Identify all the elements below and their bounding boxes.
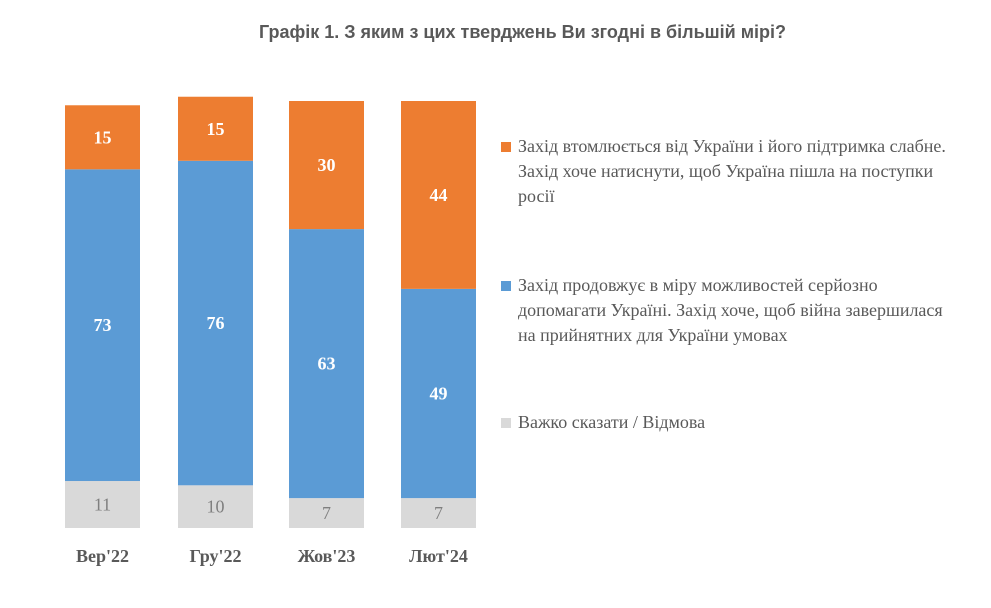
bar-segment [401,498,476,528]
bar-segment [65,105,140,170]
data-label: 73 [94,315,112,335]
bar-segment [401,288,476,499]
bar-segment [178,160,253,486]
data-label: 11 [94,495,111,515]
bar-segment [65,169,140,482]
data-label: 63 [318,354,336,374]
legend-item-dontknow: Важко сказати / Відмова [501,410,961,435]
bar-segment [65,481,140,528]
data-label: 49 [430,383,448,403]
bar-segment [178,485,253,528]
x-tick-label: Гру'22 [189,546,241,566]
bar-segment [289,101,364,230]
legend-item-weary: Захід втомлюється від України і його під… [501,134,961,209]
data-label: 76 [207,313,225,333]
legend-swatch-orange [501,142,511,152]
data-label: 15 [207,119,225,139]
bar-segment [289,229,364,499]
bar-segment [178,96,253,161]
data-label: 30 [318,155,336,175]
legend-label: Важко сказати / Відмова [518,412,706,432]
data-label: 7 [322,503,331,523]
data-label: 44 [430,185,448,205]
bar-segment [289,498,364,528]
legend-item-support: Захід продовжує в міру можливостей серйо… [501,273,961,348]
chart-title: Графік 1. З яким з цих тверджень Ви згод… [258,22,787,42]
x-tick-label: Вер'22 [76,546,129,566]
legend-swatch-blue [501,281,511,291]
x-tick-label: Лют'24 [409,546,468,566]
x-tick-label: Жов'23 [298,546,356,566]
data-label: 10 [207,497,225,517]
data-label: 15 [94,127,112,147]
legend-label: Захід втомлюється від України і його під… [518,136,946,206]
data-label: 7 [434,503,443,523]
legend-label: Захід продовжує в міру можливостей серйо… [518,275,943,345]
bar-segment [401,101,476,289]
legend-swatch-grey [501,418,511,428]
